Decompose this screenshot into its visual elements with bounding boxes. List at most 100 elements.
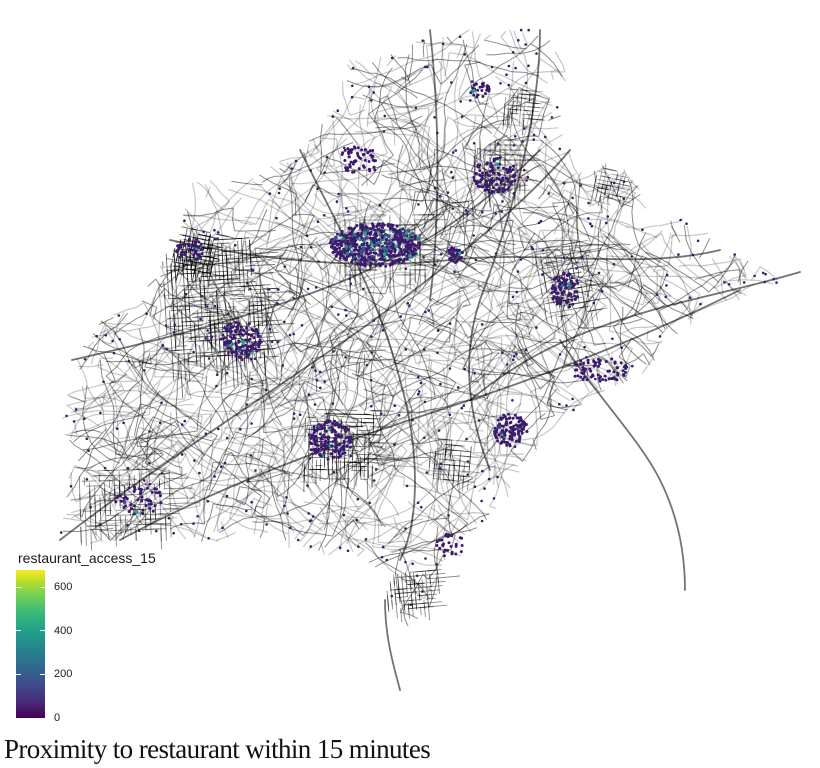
road-segment [544,259,563,264]
road-segment [506,110,509,125]
restaurant-point [112,351,116,355]
road-segment [458,455,469,458]
restaurant-point [510,432,514,436]
restaurant-point [256,331,260,335]
restaurant-point [337,452,341,455]
road-segment [98,519,129,522]
restaurant-point [592,360,596,364]
restaurant-point [242,329,246,333]
restaurant-point [191,244,195,248]
restaurant-point [255,348,259,352]
road-segment [480,301,535,376]
road-segment [252,495,333,536]
road-segment [249,283,436,374]
road-segment [619,175,628,178]
road-segment [469,446,472,459]
road-segment [414,570,424,573]
restaurant-point [257,340,261,344]
road-segment [205,267,299,371]
road-segment [504,96,507,110]
road-segment [208,461,290,517]
restaurant-point [606,215,610,218]
restaurant-point [348,236,352,240]
road-segment [151,240,212,345]
road-segment [405,575,407,583]
restaurant-point [349,250,354,255]
restaurant-point [225,343,229,347]
restaurant-point [592,301,596,305]
restaurant-point [357,167,361,171]
road-segment [508,112,624,268]
road-segment [321,202,385,223]
road-segment [232,312,274,433]
road-segment [454,205,559,228]
road-segment [260,297,263,316]
restaurant-point [579,375,583,379]
restaurant-point [539,219,543,223]
road-segment [569,216,630,243]
restaurant-point [448,413,452,417]
restaurant-point [478,185,482,189]
restaurant-point [180,453,184,456]
restaurant-point [447,248,451,252]
restaurant-point [228,327,232,331]
restaurant-point [658,335,662,338]
restaurant-point [520,429,523,433]
restaurant-point [348,277,352,281]
road-segment [359,301,531,408]
restaurant-point [180,423,184,426]
restaurant-point [315,428,319,432]
road-segment [453,460,456,470]
road-segment [349,59,417,112]
road-segment [576,290,591,294]
restaurant-point [311,515,315,518]
road-segment [411,602,429,605]
road-segment [278,307,431,372]
road-segment [394,592,405,595]
road-segment [424,580,446,584]
restaurant-point [641,228,644,231]
road-segment [420,239,631,258]
road-segment [242,309,258,311]
road-segment [211,197,249,261]
road-segment [73,382,161,436]
restaurant-point [331,115,335,118]
restaurant-point [365,363,369,367]
road-segment [566,261,581,265]
road-segment [564,250,586,256]
road-segment [605,173,610,190]
road-segment [596,190,607,194]
restaurant-point [573,290,577,294]
road-segment [436,116,500,165]
road-segment [394,58,444,167]
restaurant-point [183,219,186,222]
road-segment [504,58,566,129]
restaurant-point [229,329,233,333]
restaurant-point [207,357,211,360]
road-segment [539,255,545,277]
restaurant-point [679,218,682,222]
restaurant-point [408,239,412,243]
restaurant-point [506,441,510,444]
restaurant-point [371,158,375,162]
road-segment [428,464,515,525]
road-segment [100,297,155,327]
road-segment [585,252,590,273]
road-segment [452,464,471,468]
road-segment [423,605,426,618]
road-segment [282,83,381,217]
road-segment [554,254,558,267]
road-segment [429,289,471,327]
road-segment [521,89,523,98]
restaurant-point [351,242,355,246]
road-segment [144,499,147,522]
road-segment [173,265,190,270]
restaurant-point [148,506,152,510]
road-segment [183,524,204,537]
restaurant-point [145,486,149,490]
restaurant-point [207,537,210,540]
road-segment [350,350,416,409]
road-segment [193,265,203,269]
road-segment [506,292,556,394]
restaurant-point [353,257,357,261]
